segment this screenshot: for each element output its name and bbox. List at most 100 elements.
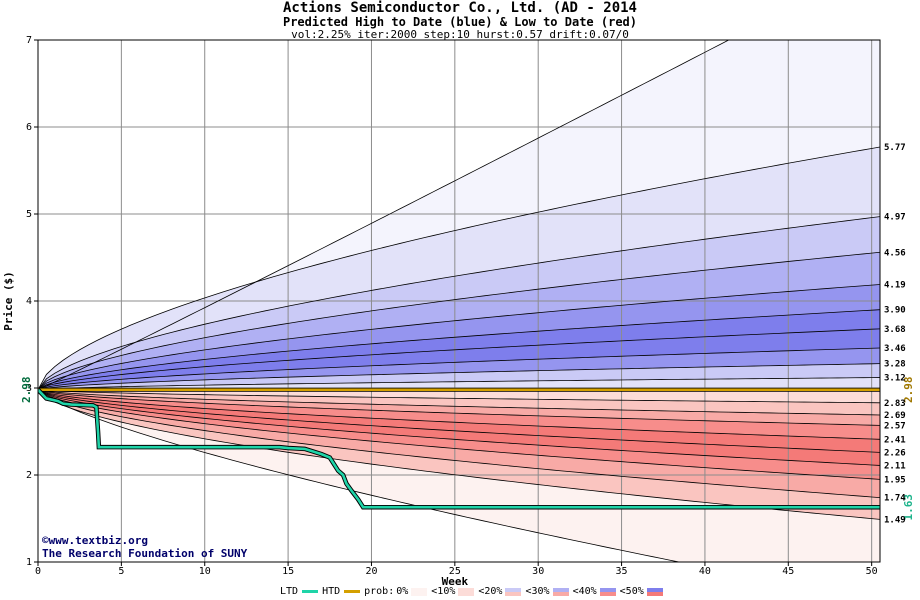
y-tick-label-1: 1 xyxy=(26,557,32,568)
low-quantile-line-2 xyxy=(38,389,880,426)
legend-htd-swatch xyxy=(344,590,361,593)
credit-site: www.textbiz.org xyxy=(48,534,148,547)
start-price-label-right: 2.98 xyxy=(902,376,915,403)
high-band-2 xyxy=(38,216,880,390)
high-quantile-line-3 xyxy=(38,251,880,391)
low-quantile-line-9 xyxy=(38,389,681,562)
x-tick-label-20: 20 xyxy=(365,566,377,577)
low-quantile-label-8: 1.49 xyxy=(884,515,906,525)
chart-header: Actions Semiconductor Co., Ltd. (AD - 20… xyxy=(0,0,920,41)
low-band-6 xyxy=(38,389,880,480)
high-quantile-label-5: 3.90 xyxy=(884,306,906,316)
low-quantile-label-6: 1.95 xyxy=(884,475,906,485)
y-tick-label-3: 3 xyxy=(26,383,32,394)
low-quantile-line-3 xyxy=(38,389,880,440)
legend-p30: <30% xyxy=(525,586,550,597)
high-band-5 xyxy=(38,309,880,390)
high-quantile-label-8: 3.28 xyxy=(884,360,906,370)
legend-htd-label: HTD xyxy=(322,586,341,597)
high-quantile-label-1: 5.77 xyxy=(884,143,906,153)
y-axis-label: Price ($) xyxy=(2,271,15,331)
x-tick-label-5: 5 xyxy=(118,566,124,577)
legend-ltd-label: LTD xyxy=(280,586,299,597)
legend-p40: <40% xyxy=(572,586,597,597)
low-quantile-label-5: 2.11 xyxy=(884,461,906,471)
x-tick-label-25: 25 xyxy=(449,566,461,577)
x-tick-label-0: 0 xyxy=(35,566,41,577)
high-quantile-line-6 xyxy=(38,328,880,391)
high-band-1 xyxy=(38,147,880,390)
high-quantile-label-6: 3.68 xyxy=(884,325,906,335)
y-tick-label-7: 7 xyxy=(26,35,32,46)
legend-p40-swatch xyxy=(599,587,616,596)
high-band-8 xyxy=(38,363,880,390)
low-band-4 xyxy=(38,389,880,453)
low-quantile-label-7: 1.74 xyxy=(884,494,906,504)
credit-org: The Research Foundation of SUNY xyxy=(42,547,248,560)
legend-p20-swatch xyxy=(505,587,522,596)
high-band-4 xyxy=(38,284,880,390)
x-axis-label: Week xyxy=(442,575,469,588)
low-band-1 xyxy=(38,389,880,415)
x-tick-label-45: 45 xyxy=(782,566,794,577)
chart-title: Actions Semiconductor Co., Ltd. (AD - 20… xyxy=(282,0,637,16)
high-band-6 xyxy=(38,328,880,390)
y-tick-label-2: 2 xyxy=(26,470,32,481)
low-band-5 xyxy=(38,389,880,466)
start-price-label-left: 2.98 xyxy=(20,376,33,403)
low-band-3 xyxy=(38,389,880,440)
last-ltd-label-right: 1.63 xyxy=(902,494,915,521)
low-quantile-line-0 xyxy=(38,389,880,404)
legend-p10: <10% xyxy=(431,586,456,597)
legend-prob-label: prob: xyxy=(364,586,395,597)
copyright-site: ©www.textbiz.org xyxy=(42,534,148,547)
x-tick-label-10: 10 xyxy=(199,566,211,577)
legend-p30-swatch xyxy=(552,587,569,596)
low-quantile-line-6 xyxy=(38,389,880,480)
legend-p50-swatch xyxy=(646,587,663,596)
low-band-2 xyxy=(38,389,880,426)
legend-p20: <20% xyxy=(478,586,503,597)
x-tick-label-50: 50 xyxy=(866,566,878,577)
legend-p0: 0% xyxy=(396,586,409,597)
legend-p50: <50% xyxy=(619,586,644,597)
ltd-line xyxy=(38,388,880,509)
low-quantile-line-4 xyxy=(38,389,880,453)
high-quantile-line-8 xyxy=(38,363,880,391)
legend: LTD HTD prob: 0% <10% <20% <30% <40% <50… xyxy=(280,586,665,597)
x-tick-label-40: 40 xyxy=(699,566,711,577)
high-quantile-line-1 xyxy=(38,146,880,390)
high-band-9 xyxy=(38,377,880,390)
high-quantile-label-7: 3.46 xyxy=(884,344,906,354)
low-band-0 xyxy=(38,389,880,403)
low-band-8 xyxy=(38,389,880,520)
high-quantile-label-3: 4.56 xyxy=(884,248,906,258)
copyright-icon: © xyxy=(42,534,49,547)
low-band-7 xyxy=(38,389,880,498)
high-quantile-line-5 xyxy=(38,309,880,391)
x-tick-label-35: 35 xyxy=(616,566,628,577)
low-quantile-line-7 xyxy=(38,389,880,499)
high-band-3 xyxy=(38,252,880,390)
y-tick-label-4: 4 xyxy=(26,296,32,307)
high-band-7 xyxy=(38,347,880,390)
legend-ltd-swatch xyxy=(302,590,319,593)
high-quantile-line-0 xyxy=(38,40,730,391)
high-quantile-line-4 xyxy=(38,284,880,391)
low-band-9 xyxy=(38,389,880,562)
y-tick-label-5: 5 xyxy=(26,209,32,220)
high-quantile-line-2 xyxy=(38,216,880,390)
legend-p0-swatch xyxy=(411,587,428,596)
high-quantile-line-9 xyxy=(38,377,880,391)
x-tick-label-30: 30 xyxy=(532,566,544,577)
y-tick-label-6: 6 xyxy=(26,122,32,133)
low-quantile-label-2: 2.57 xyxy=(884,421,906,431)
high-quantile-label-4: 4.19 xyxy=(884,280,906,290)
plot-area xyxy=(38,40,880,562)
low-quantile-line-1 xyxy=(38,389,880,416)
high-quantile-label-9: 3.12 xyxy=(884,374,906,384)
low-quantile-line-5 xyxy=(38,389,880,466)
x-tick-label-15: 15 xyxy=(282,566,294,577)
low-quantile-label-3: 2.41 xyxy=(884,435,906,445)
